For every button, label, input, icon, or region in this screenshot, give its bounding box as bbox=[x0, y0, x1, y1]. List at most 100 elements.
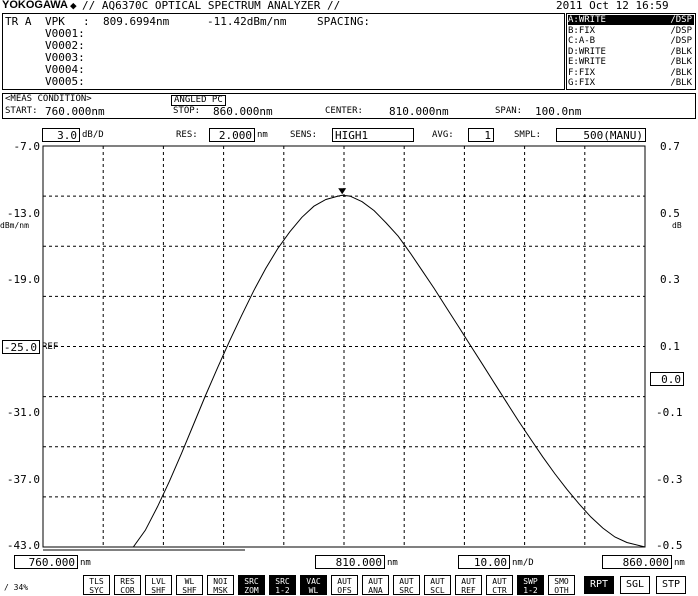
softkey-aut-ref[interactable]: AUT REF bbox=[455, 575, 482, 595]
trace-row-e[interactable]: E:WRITE/BLK bbox=[568, 57, 694, 67]
trace-a-line bbox=[43, 194, 646, 548]
trace-row-g[interactable]: G:FIX/BLK bbox=[568, 78, 694, 88]
stop-label: STOP: bbox=[173, 106, 201, 116]
marker-list-item: V0001: bbox=[45, 27, 85, 40]
scale-field[interactable]: 3.0 bbox=[42, 128, 80, 142]
meas-condition-panel: <MEAS CONDITION> ANGLED PC START: 760.00… bbox=[2, 93, 696, 119]
sens-label: SENS: bbox=[290, 130, 318, 140]
span-value: 100.0nm bbox=[535, 105, 582, 118]
softkey-line2: MSK bbox=[213, 586, 228, 595]
ref-level-field[interactable]: -25.0 bbox=[2, 340, 40, 354]
trace-row-f[interactable]: F:FIX/BLK bbox=[568, 68, 694, 78]
softkey-src-1-2[interactable]: SRC 1-2 bbox=[269, 575, 296, 595]
trace-display: /DSP bbox=[670, 25, 692, 36]
softkey-aut-ana[interactable]: AUT ANA bbox=[362, 575, 389, 595]
sens-field[interactable]: HIGH1 bbox=[332, 128, 414, 142]
sgl-button[interactable]: SGL bbox=[620, 576, 650, 594]
trace-row-b[interactable]: B:FIX/DSP bbox=[568, 26, 694, 36]
span-label: SPAN: bbox=[495, 106, 523, 116]
softkey-line2: REF bbox=[461, 586, 476, 595]
softkey-aut-scl[interactable]: AUT SCL bbox=[424, 575, 451, 595]
softkey-noi-msk[interactable]: NOI MSK bbox=[207, 575, 234, 595]
softkey-line1: SMO bbox=[554, 577, 569, 586]
softkey-line1: AUT bbox=[337, 577, 352, 586]
stop-value: 860.000nm bbox=[213, 105, 273, 118]
res-unit: nm bbox=[257, 130, 268, 140]
x-stop-field[interactable]: 860.000 bbox=[602, 555, 672, 569]
connector-badge: ANGLED PC bbox=[171, 95, 226, 106]
softkey-line1: VAC bbox=[306, 577, 321, 586]
rpt-label: RPT bbox=[589, 579, 609, 590]
stp-label: STP bbox=[661, 579, 681, 590]
marker-list-item: V0003: bbox=[45, 51, 85, 64]
y-tick-label: -13.0 bbox=[6, 207, 40, 220]
trace-row-d[interactable]: D:WRITE/BLK bbox=[568, 47, 694, 57]
y-right-tick-label: 0.5 bbox=[660, 207, 680, 220]
y-right-tick-label: -0.3 bbox=[656, 473, 683, 486]
marker-level: -11.42dBm/nm bbox=[207, 15, 287, 28]
stp-button[interactable]: STP bbox=[656, 576, 686, 594]
smpl-field[interactable]: 500(MANU) bbox=[556, 128, 646, 142]
model-title: // AQ6370C OPTICAL SPECTRUM ANALYZER // bbox=[82, 0, 341, 12]
trace-display: /BLK bbox=[670, 78, 692, 88]
y-tick-label: -19.0 bbox=[6, 273, 40, 286]
res-field[interactable]: 2.000 bbox=[209, 128, 255, 142]
softkey-line1: SWP bbox=[523, 577, 538, 586]
trace-display: /DSP bbox=[670, 15, 692, 25]
x-center-unit: nm bbox=[387, 558, 398, 568]
marker-panel: TR A VPK : 809.6994nm -11.42dBm/nm SPACI… bbox=[2, 13, 565, 90]
softkey-line2: WL bbox=[308, 586, 319, 595]
y-tick-label: -37.0 bbox=[6, 473, 40, 486]
trace-label: TR A bbox=[5, 15, 32, 28]
scale-unit: dB/D bbox=[82, 130, 104, 140]
softkey-res-cor[interactable]: RES COR bbox=[114, 575, 141, 595]
peak-marker-icon bbox=[338, 188, 347, 195]
x-perdiv-unit: nm/D bbox=[512, 558, 534, 568]
avg-field[interactable]: 1 bbox=[468, 128, 494, 142]
softkey-line2: SHF bbox=[151, 586, 166, 595]
marker-colon: : bbox=[83, 15, 90, 28]
ref-label: REF bbox=[42, 342, 59, 352]
right-ref-field[interactable]: 0.0 bbox=[650, 372, 684, 386]
spacing-label: SPACING: bbox=[317, 15, 370, 28]
softkey-line2: COR bbox=[120, 586, 135, 595]
softkey-vac-wl[interactable]: VAC WL bbox=[300, 575, 327, 595]
softkey-line1: TLS bbox=[89, 577, 104, 586]
rpt-button[interactable]: RPT bbox=[584, 576, 614, 594]
softkey-src-zom[interactable]: SRC ZOM bbox=[238, 575, 265, 595]
softkey-swp-1-2[interactable]: SWP 1-2 bbox=[517, 575, 544, 595]
softkey-lvl-shf[interactable]: LVL SHF bbox=[145, 575, 172, 595]
softkey-wl-shf[interactable]: WL SHF bbox=[176, 575, 203, 595]
x-start-field[interactable]: 760.000 bbox=[14, 555, 78, 569]
marker-list-item: V0002: bbox=[45, 39, 85, 52]
softkey-aut-ctr[interactable]: AUT CTR bbox=[486, 575, 513, 595]
x-center-field[interactable]: 810.000 bbox=[315, 555, 385, 569]
trace-mode: B:FIX bbox=[568, 25, 596, 36]
trace-mode: E:WRITE bbox=[568, 57, 606, 67]
softkey-line1: AUT bbox=[461, 577, 476, 586]
softkey-aut-src[interactable]: AUT SRC bbox=[393, 575, 420, 595]
softkey-line2: ANA bbox=[368, 586, 383, 595]
meas-condition-title: <MEAS CONDITION> bbox=[5, 94, 92, 104]
trace-row-a[interactable]: A:WRITE/DSP bbox=[568, 15, 694, 25]
trace-display: /BLK bbox=[670, 67, 692, 78]
progress-text: / 34% bbox=[4, 583, 29, 592]
softkey-line2: SHF bbox=[182, 586, 197, 595]
datetime: 2011 Oct 12 16:59 bbox=[556, 0, 669, 12]
softkey-line1: SRC bbox=[275, 577, 290, 586]
softkey-line1: LVL bbox=[151, 577, 166, 586]
y-tick-label: -43.0 bbox=[6, 539, 40, 552]
x-perdiv-field[interactable]: 10.00 bbox=[458, 555, 510, 569]
trace-row-c[interactable]: C:A-B/DSP bbox=[568, 36, 694, 46]
avg-label: AVG: bbox=[432, 130, 454, 140]
start-value: 760.000nm bbox=[45, 105, 105, 118]
y-right-tick-label: -0.5 bbox=[656, 539, 683, 552]
softkey-smo-oth[interactable]: SMO OTH bbox=[548, 575, 575, 595]
softkey-tls-syc[interactable]: TLS SYC bbox=[83, 575, 110, 595]
start-label: START: bbox=[5, 106, 38, 116]
softkey-line2: SYC bbox=[89, 586, 104, 595]
softkey-line2: SRC bbox=[399, 586, 414, 595]
softkey-aut-ofs[interactable]: AUT OFS bbox=[331, 575, 358, 595]
y-tick-label: -7.0 bbox=[13, 140, 41, 153]
softkey-line2: CTR bbox=[492, 586, 507, 595]
